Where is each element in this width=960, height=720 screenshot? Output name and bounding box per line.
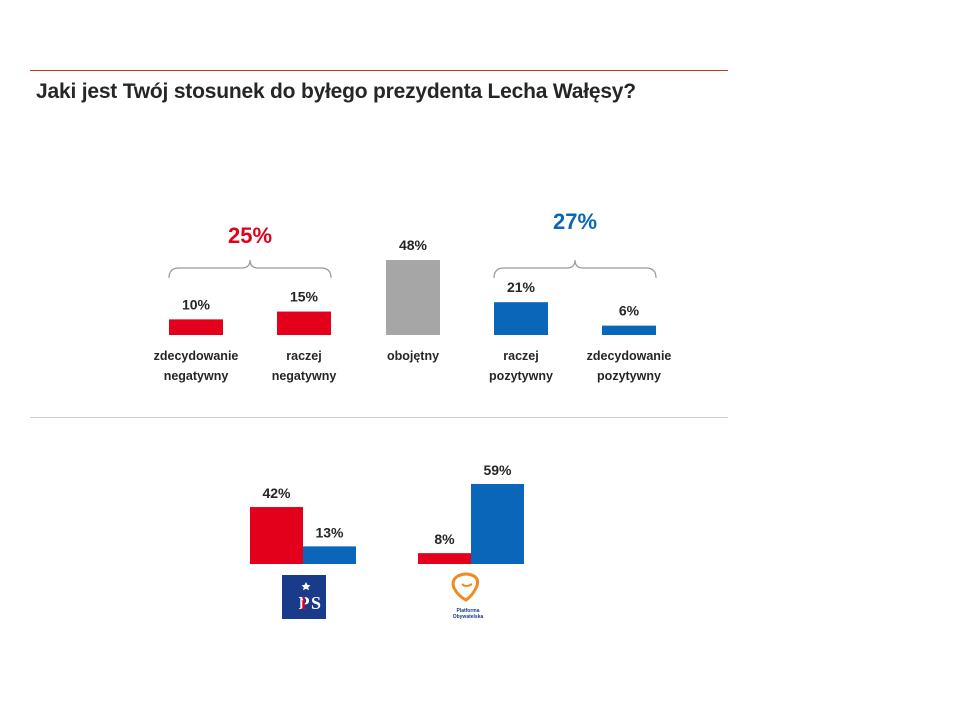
party-bar-0-0 bbox=[250, 507, 303, 564]
svg-text:i: i bbox=[301, 593, 306, 613]
category-label-3-0: raczej bbox=[503, 349, 538, 363]
category-label-0-0: zdecydowanie bbox=[154, 349, 239, 363]
top-rule bbox=[30, 70, 728, 71]
bar-2 bbox=[386, 260, 440, 335]
party-value-label-1-0: 8% bbox=[434, 531, 455, 547]
divider bbox=[30, 417, 728, 418]
value-label-3: 21% bbox=[507, 279, 536, 295]
party-bar-0-1 bbox=[303, 546, 356, 564]
bar-0 bbox=[169, 319, 223, 335]
svg-text:Platforma: Platforma bbox=[456, 608, 479, 614]
value-label-0: 10% bbox=[182, 296, 211, 312]
group-total-label-0: 25% bbox=[228, 223, 272, 248]
value-label-2: 48% bbox=[399, 237, 428, 253]
party-bar-1-0 bbox=[418, 553, 471, 564]
attitude-chart: 10% zdecydowanie negatywny 15% raczej negatyw… bbox=[154, 209, 672, 383]
svg-text:P: P bbox=[299, 593, 310, 613]
category-label-3-1: pozytywny bbox=[489, 369, 553, 383]
category-label-1-1: negatywny bbox=[272, 369, 337, 383]
party-value-label-1-1: 59% bbox=[483, 462, 512, 478]
group-total-label-1: 27% bbox=[553, 209, 597, 234]
bar-3 bbox=[494, 302, 548, 335]
platforma-obywatelska-logo: Platforma Obywatelska bbox=[438, 570, 498, 624]
category-label-1-0: raczej bbox=[286, 349, 321, 363]
party-value-label-0-0: 42% bbox=[262, 485, 291, 501]
bar-4 bbox=[602, 325, 656, 335]
bar-1 bbox=[277, 311, 331, 335]
category-label-2-0: obojętny bbox=[387, 349, 439, 363]
party-bar-1-1 bbox=[471, 484, 524, 564]
svg-text:Obywatelska: Obywatelska bbox=[453, 614, 484, 620]
value-label-1: 15% bbox=[290, 289, 319, 305]
value-label-4: 6% bbox=[619, 303, 640, 319]
group-bracket-1 bbox=[493, 259, 657, 279]
category-label-0-1: negatywny bbox=[164, 369, 229, 383]
category-label-4-0: zdecydowanie bbox=[587, 349, 672, 363]
group-bracket-0 bbox=[168, 259, 332, 279]
party-value-label-0-1: 13% bbox=[315, 524, 344, 540]
svg-text:S: S bbox=[311, 593, 321, 613]
category-label-4-1: pozytywny bbox=[597, 369, 661, 383]
chart-title: Jaki jest Twój stosunek do byłego prezyd… bbox=[36, 80, 636, 103]
pis-logo: P i S bbox=[282, 575, 326, 619]
